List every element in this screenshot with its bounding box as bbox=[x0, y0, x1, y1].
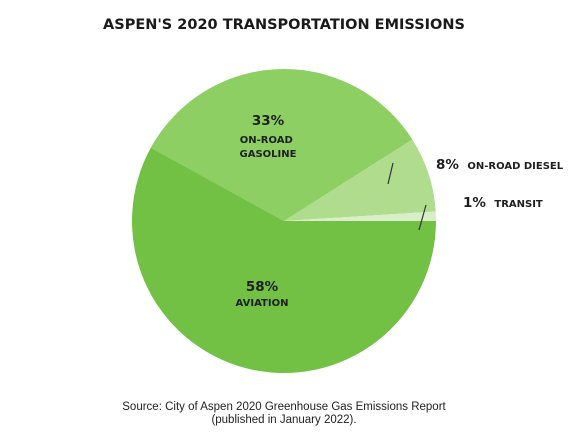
slice-on-road-gasoline bbox=[150, 68, 413, 222]
source-line-2: (published in January 2022). bbox=[211, 414, 357, 426]
aviation-percent-label: 58% bbox=[246, 279, 279, 295]
aviation-name-label: AVIATION bbox=[236, 298, 289, 309]
transit-label: 1% TRANSIT bbox=[463, 194, 543, 211]
leader-line-diesel bbox=[387, 162, 394, 185]
slice-transit bbox=[284, 211, 436, 221]
gasoline-name-label: ON-ROAD GASOLINE bbox=[240, 135, 297, 160]
source-note: Source: City of Aspen 2020 Greenhouse Ga… bbox=[0, 401, 568, 427]
gasoline-name-line-1: ON-ROAD bbox=[240, 135, 293, 146]
chart-title: ASPEN'S 2020 TRANSPORTATION EMISSIONS bbox=[103, 17, 465, 33]
diesel-label: 8% ON-ROAD DIESEL bbox=[436, 156, 564, 173]
transit-name-label: TRANSIT bbox=[494, 199, 543, 210]
slice-on-road-diesel bbox=[284, 139, 436, 221]
transit-percent-label: 1% bbox=[463, 195, 486, 211]
pie-chart: ASPEN'S 2020 TRANSPORTATION EMISSIONS 33… bbox=[103, 17, 564, 373]
source-line-1: Source: City of Aspen 2020 Greenhouse Ga… bbox=[122, 401, 446, 413]
gasoline-percent-label: 33% bbox=[252, 113, 285, 129]
slice-aviation bbox=[132, 147, 437, 373]
leader-line-transit bbox=[418, 204, 427, 231]
diesel-percent-label: 8% bbox=[436, 157, 459, 173]
gasoline-name-line-2: GASOLINE bbox=[240, 149, 297, 160]
diesel-name-label: ON-ROAD DIESEL bbox=[467, 161, 563, 172]
